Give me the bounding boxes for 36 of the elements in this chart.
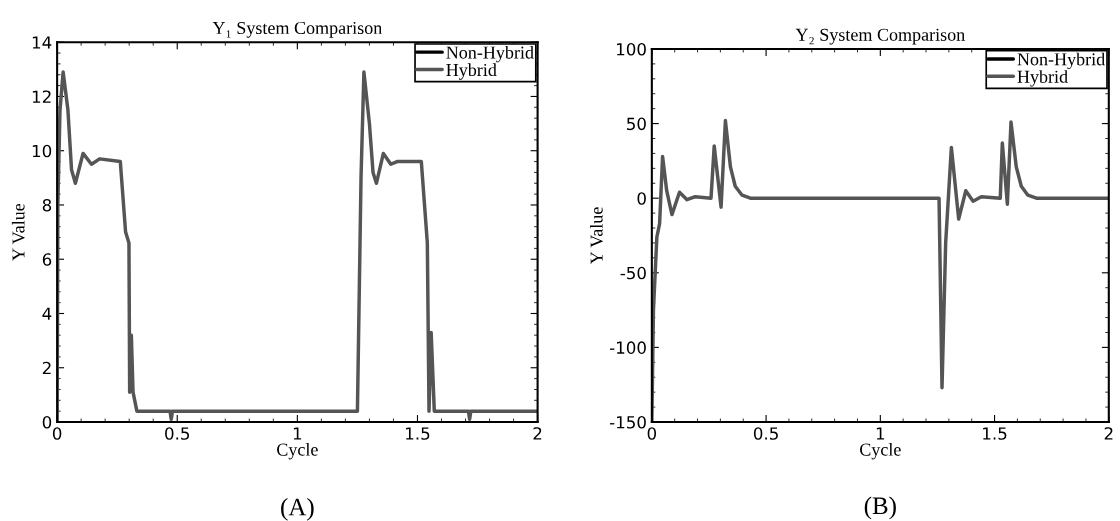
legend-label: Hybrid xyxy=(446,63,497,80)
legend-label: Non-Hybrid xyxy=(1017,52,1105,70)
x-axis-title: Cycle xyxy=(277,443,318,460)
chart-title: Y₁ System Comparison xyxy=(212,21,382,38)
y-tick-label: 10 xyxy=(32,144,52,158)
x-tick-label: 0.5 xyxy=(165,427,190,440)
text: (A) xyxy=(281,497,314,521)
y-tick-label: -150 xyxy=(609,415,646,429)
chart-title: Y₂ System Comparison xyxy=(795,28,965,45)
y-axis-title: Y Value xyxy=(11,203,25,261)
legend-label: Non-Hybrid xyxy=(446,45,534,63)
y-tick-label: 50 xyxy=(627,117,646,131)
x-tick-label: 1 xyxy=(876,427,885,440)
y-axis-title: Y Value xyxy=(590,207,603,265)
x-tick-label: 2 xyxy=(1104,427,1113,440)
y-tick-label: 14 xyxy=(32,36,52,49)
text: (B) xyxy=(864,496,896,520)
y-tick-label: 6 xyxy=(42,253,52,266)
y-tick-label: 4 xyxy=(42,307,52,320)
x-axis-title: Cycle xyxy=(860,443,901,460)
x-tick-label: 1.5 xyxy=(406,427,430,440)
y-tick-label: -50 xyxy=(620,266,646,280)
legend-label: Hybrid xyxy=(1017,70,1068,87)
y-tick-label: 100 xyxy=(617,42,646,56)
y-tick-label: 12 xyxy=(32,90,51,103)
x-tick-label: 0 xyxy=(647,427,657,440)
y-tick-label: 0 xyxy=(42,415,52,429)
x-tick-label: 1 xyxy=(293,427,302,440)
x-tick-label: 0 xyxy=(52,427,62,440)
y-tick-label: 0 xyxy=(637,192,646,205)
x-tick-label: 0.5 xyxy=(753,427,778,440)
x-tick-label: 2 xyxy=(533,427,542,440)
y-tick-label: -100 xyxy=(609,341,646,354)
y-tick-label: 8 xyxy=(42,198,52,212)
y-tick-label: 2 xyxy=(42,361,51,375)
x-tick-label: 1.5 xyxy=(983,427,1007,440)
